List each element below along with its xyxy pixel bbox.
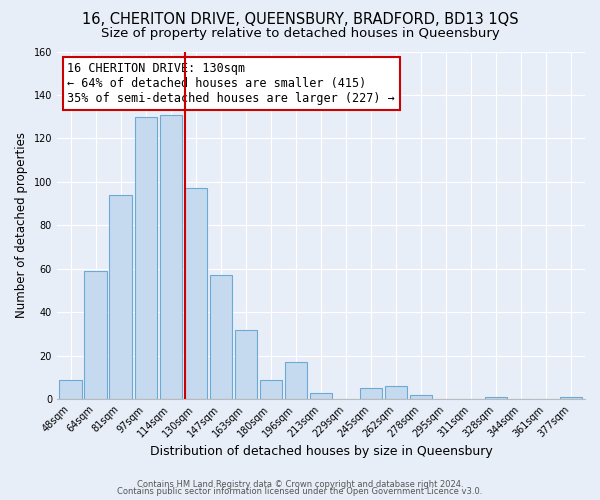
Bar <box>134 116 157 399</box>
Bar <box>360 388 382 399</box>
Bar <box>85 271 107 399</box>
Bar <box>109 195 132 399</box>
Bar <box>284 362 307 399</box>
Text: Size of property relative to detached houses in Queensbury: Size of property relative to detached ho… <box>101 28 499 40</box>
Bar <box>209 276 232 399</box>
Bar <box>410 395 433 399</box>
Bar <box>235 330 257 399</box>
X-axis label: Distribution of detached houses by size in Queensbury: Distribution of detached houses by size … <box>149 444 493 458</box>
Bar <box>310 392 332 399</box>
Y-axis label: Number of detached properties: Number of detached properties <box>15 132 28 318</box>
Bar <box>160 114 182 399</box>
Text: 16 CHERITON DRIVE: 130sqm
← 64% of detached houses are smaller (415)
35% of semi: 16 CHERITON DRIVE: 130sqm ← 64% of detac… <box>67 62 395 105</box>
Text: Contains public sector information licensed under the Open Government Licence v3: Contains public sector information licen… <box>118 487 482 496</box>
Bar <box>59 380 82 399</box>
Bar <box>185 188 207 399</box>
Text: Contains HM Land Registry data © Crown copyright and database right 2024.: Contains HM Land Registry data © Crown c… <box>137 480 463 489</box>
Bar <box>260 380 282 399</box>
Bar <box>485 397 508 399</box>
Bar <box>560 397 583 399</box>
Bar <box>385 386 407 399</box>
Text: 16, CHERITON DRIVE, QUEENSBURY, BRADFORD, BD13 1QS: 16, CHERITON DRIVE, QUEENSBURY, BRADFORD… <box>82 12 518 28</box>
